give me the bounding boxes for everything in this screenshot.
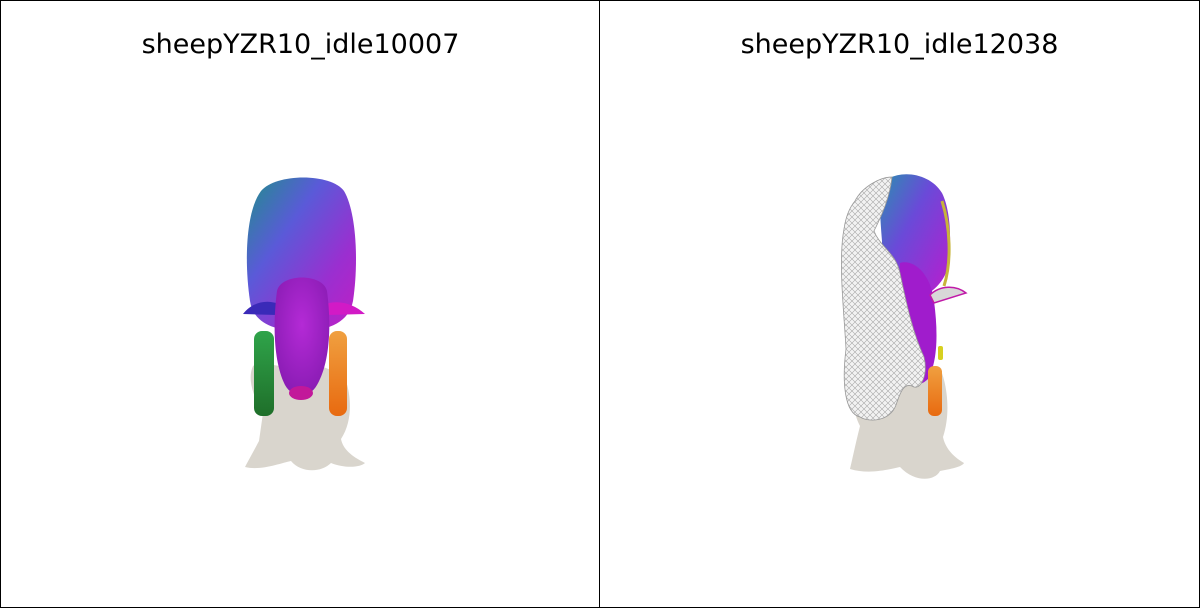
sheep-head: [274, 277, 330, 396]
ear-right: [323, 302, 365, 315]
panel-title: sheepYZR10_idle10007: [141, 29, 460, 60]
body-edge: [940, 200, 951, 287]
sheep-muzzle: [289, 386, 313, 400]
sheep-render-left: [243, 177, 365, 471]
ear-left: [243, 301, 281, 315]
render-viewport-right: sheepYZR10_idle12038: [599, 0, 1200, 608]
leg-right: [329, 331, 347, 416]
leg-right: [928, 366, 942, 416]
panel-title: sheepYZR10_idle12038: [740, 29, 1059, 60]
leg-left: [254, 331, 274, 416]
sheep-render-right: [841, 174, 968, 479]
wireframe-mesh: [841, 176, 926, 421]
leg-accent: [938, 346, 943, 360]
render-viewport-left: sheepYZR10_idle10007: [0, 0, 601, 608]
sheep-body: [246, 177, 356, 331]
ear-right: [929, 286, 968, 304]
